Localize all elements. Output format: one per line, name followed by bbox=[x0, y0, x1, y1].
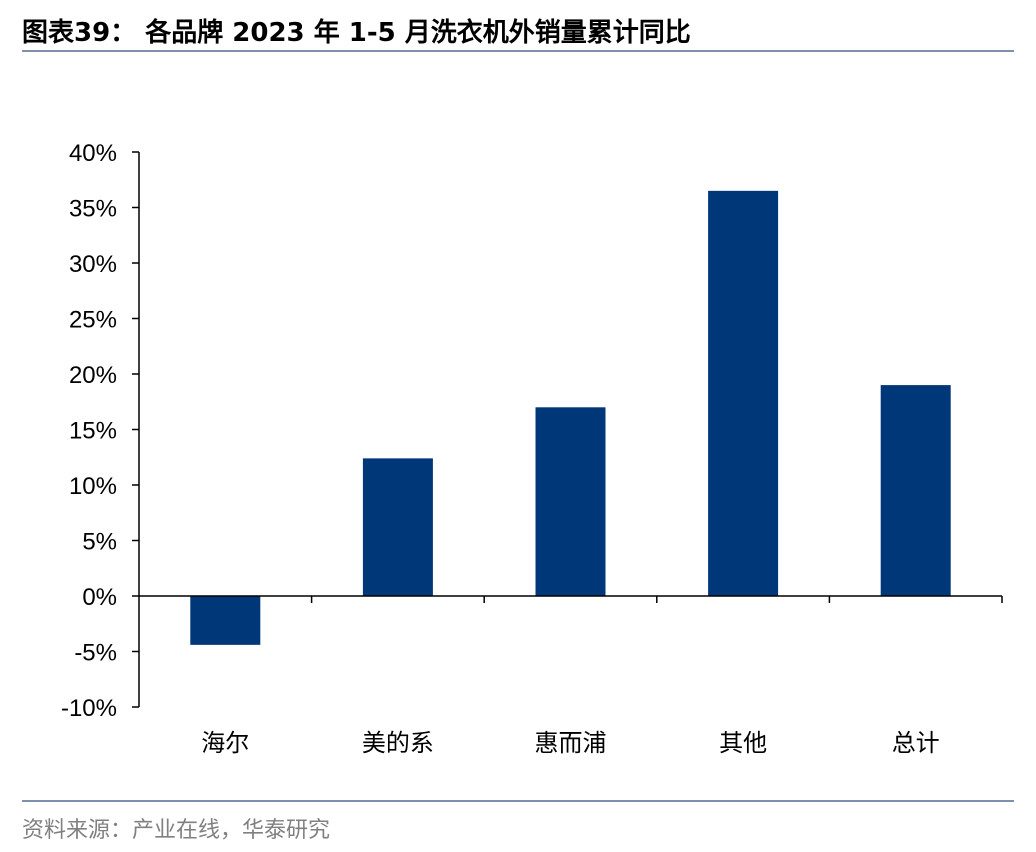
y-tick-label: 5% bbox=[82, 529, 117, 556]
y-tick-label: 40% bbox=[69, 140, 117, 167]
chart-title: 图表39： 各品牌 2023 年 1-5 月洗衣机外销量累计同比 bbox=[22, 18, 691, 48]
bar-1 bbox=[362, 458, 433, 596]
bar-0 bbox=[190, 596, 261, 645]
category-label: 美的系 bbox=[362, 730, 434, 757]
y-tick-label: 35% bbox=[69, 196, 117, 223]
category-label: 其他 bbox=[719, 730, 767, 757]
bars bbox=[190, 190, 951, 645]
y-tick-label: 20% bbox=[69, 362, 117, 389]
category-label: 惠而浦 bbox=[535, 730, 607, 757]
y-tick-label: 30% bbox=[69, 251, 117, 278]
title-divider bbox=[22, 50, 1014, 52]
y-tick-label: -10% bbox=[61, 695, 117, 722]
bar-4 bbox=[880, 385, 951, 596]
source-divider bbox=[22, 800, 1014, 802]
bar-chart: -10% -5% 0% 5% 10% 15% 20% 25% 30% 35% 40% 海尔 美的系 惠而… bbox=[61, 140, 1003, 757]
source-note: 资料来源：产业在线，华泰研究 bbox=[22, 818, 331, 843]
y-tick-label: 10% bbox=[69, 473, 117, 500]
y-tick-label: 25% bbox=[69, 307, 117, 334]
bar-3 bbox=[708, 190, 779, 596]
category-label: 总计 bbox=[892, 730, 940, 757]
y-tick-label: -5% bbox=[74, 640, 117, 667]
category-label: 海尔 bbox=[201, 730, 249, 757]
bar-2 bbox=[535, 407, 606, 596]
y-tick-label: 15% bbox=[69, 418, 117, 445]
x-axis: 海尔 美的系 惠而浦 其他 总计 bbox=[139, 595, 1003, 757]
y-tick-label: 0% bbox=[82, 584, 117, 611]
y-axis: -10% -5% 0% 5% 10% 15% 20% 25% 30% 35% 40% bbox=[61, 140, 140, 722]
